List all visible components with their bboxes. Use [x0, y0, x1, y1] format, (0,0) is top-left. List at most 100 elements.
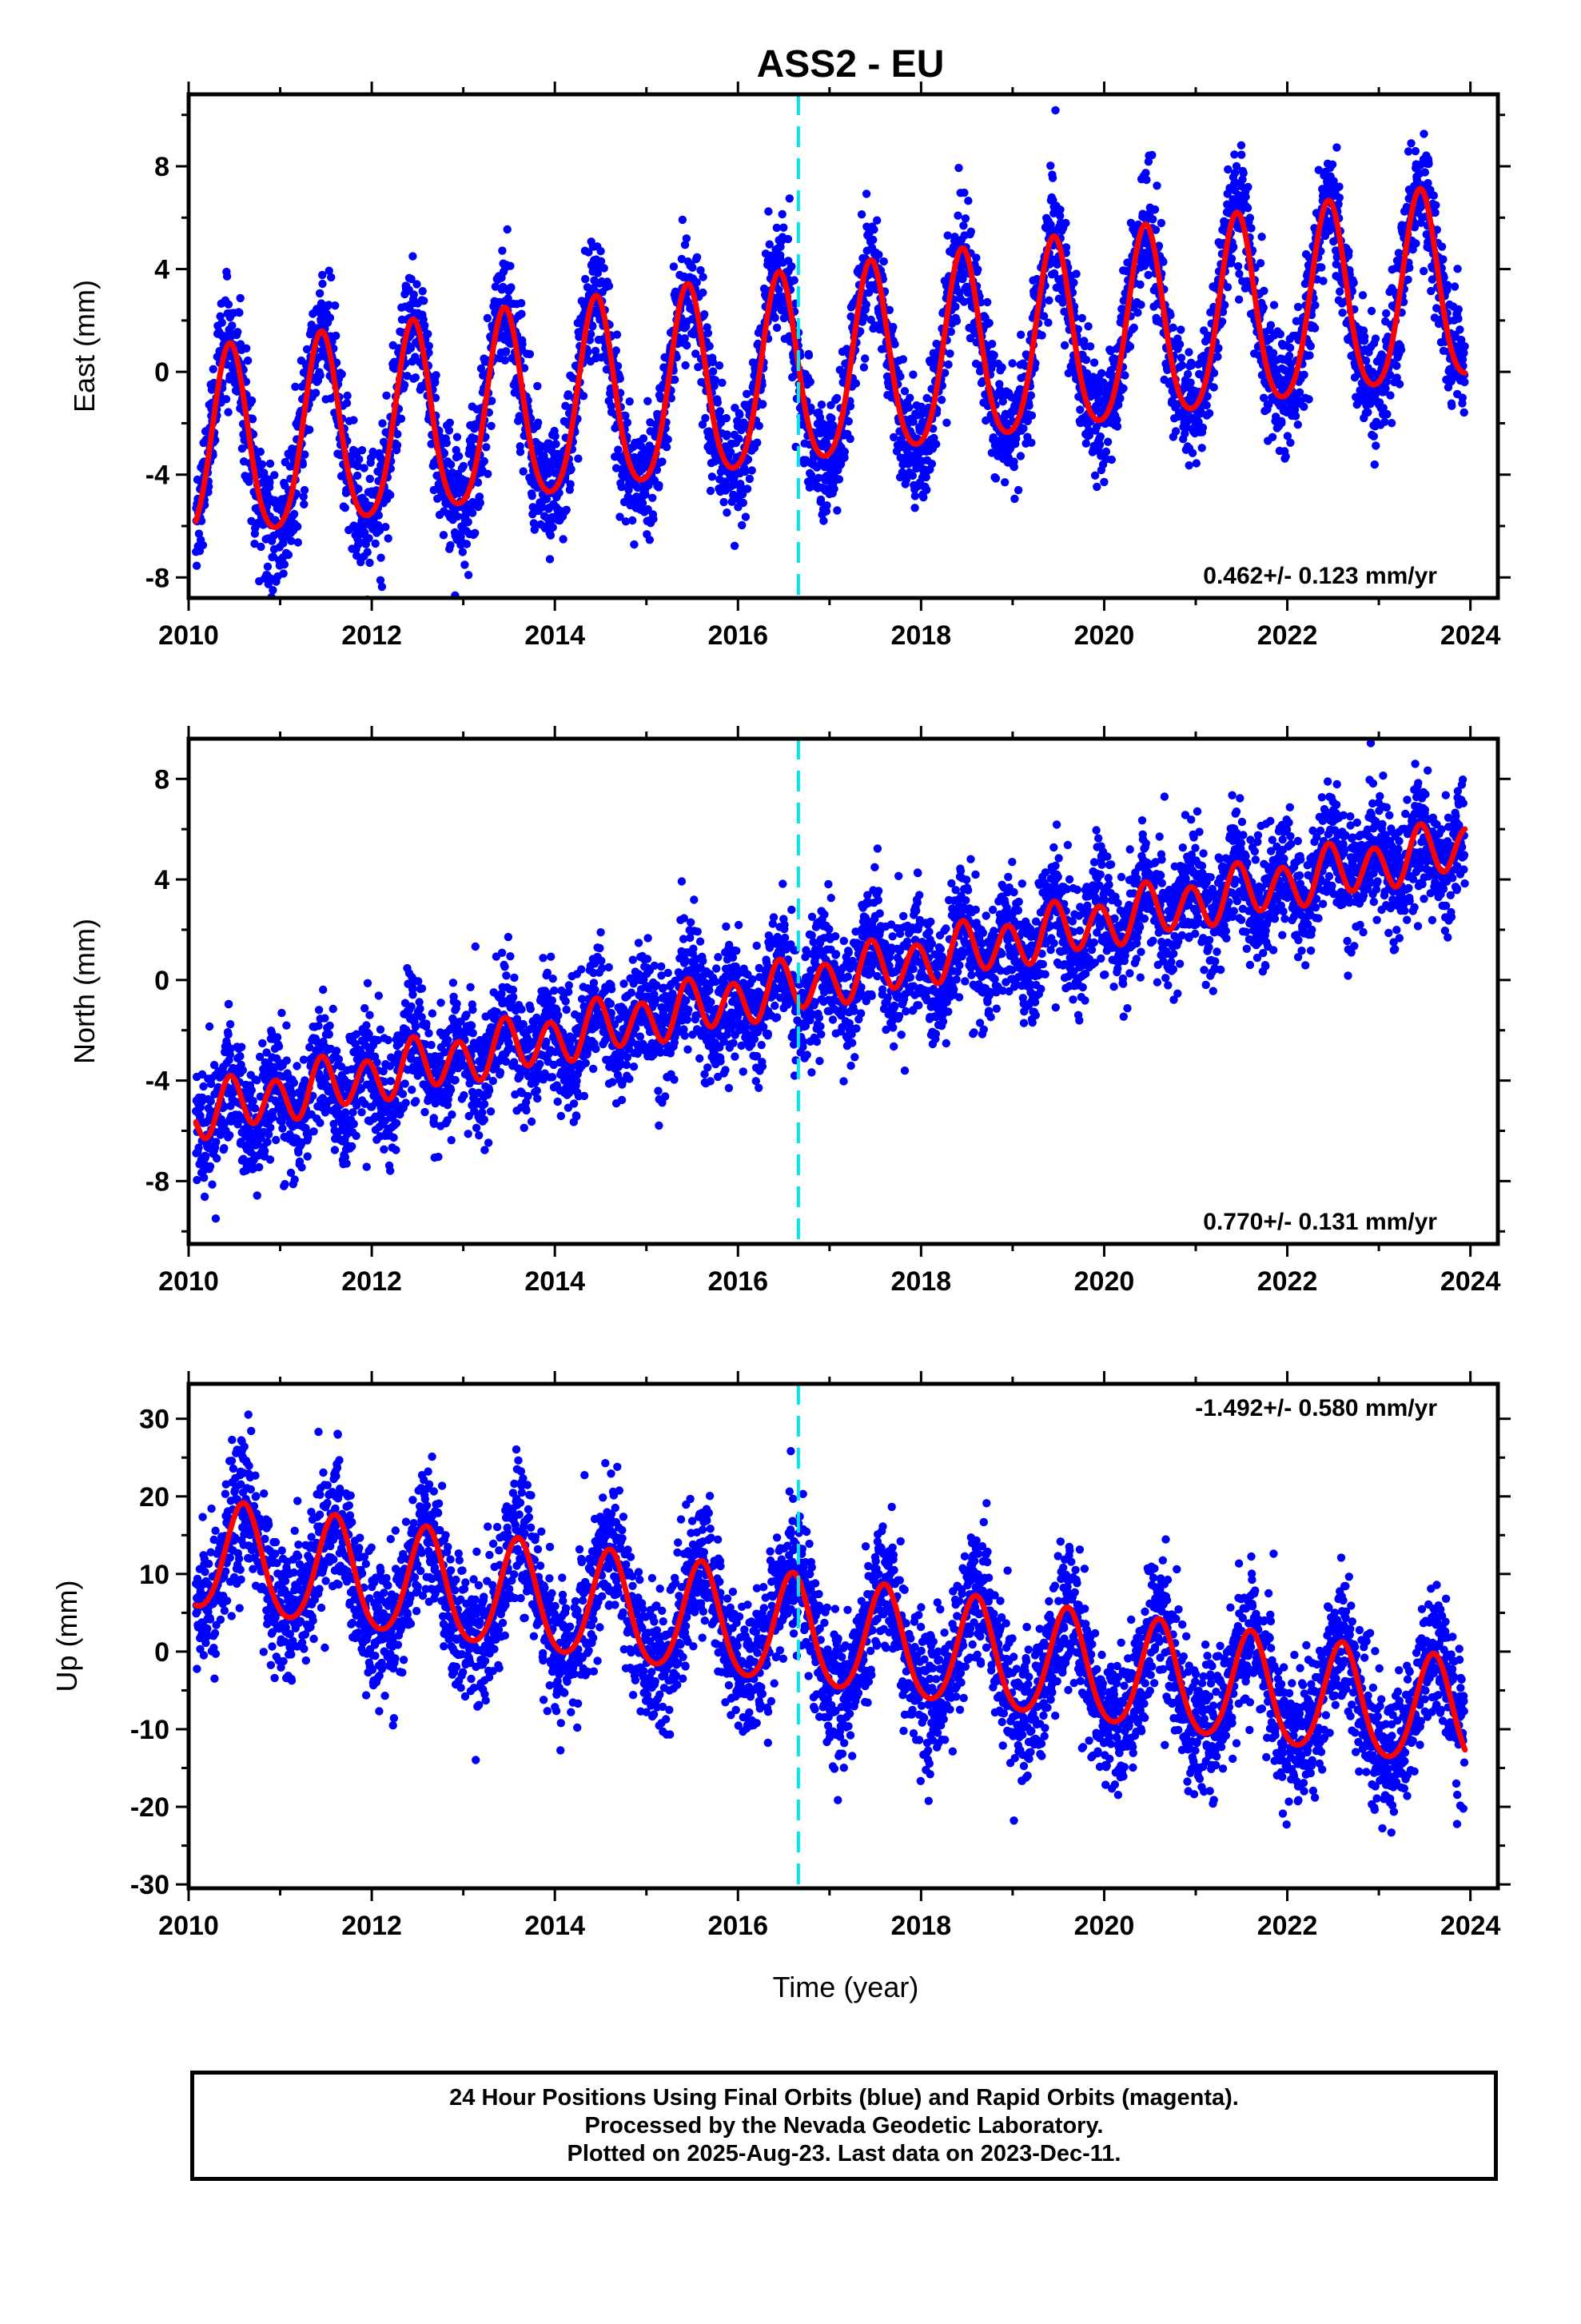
position-point — [1108, 456, 1116, 464]
position-point — [1113, 422, 1121, 430]
position-point — [1133, 309, 1141, 317]
position-point — [612, 346, 620, 354]
position-point — [990, 351, 998, 359]
position-point — [1144, 271, 1152, 279]
position-point — [942, 419, 950, 427]
position-point — [1148, 151, 1156, 159]
position-point — [1119, 385, 1127, 393]
position-point — [528, 492, 536, 500]
position-point — [1359, 291, 1367, 299]
position-point — [225, 301, 233, 309]
position-point — [1185, 348, 1193, 356]
position-point — [366, 475, 374, 483]
position-point — [201, 1153, 209, 1161]
position-point — [285, 551, 293, 559]
position-point — [1202, 401, 1210, 409]
position-point — [670, 262, 678, 270]
position-point — [412, 373, 420, 381]
position-point — [919, 493, 927, 501]
position-point — [639, 434, 647, 442]
position-point — [266, 460, 274, 468]
position-point — [646, 536, 654, 544]
position-point — [1037, 331, 1045, 339]
position-point — [830, 484, 838, 492]
position-point — [846, 435, 854, 443]
position-point — [911, 492, 919, 500]
position-point — [946, 349, 954, 357]
position-point — [1096, 440, 1104, 448]
position-point — [446, 541, 454, 549]
position-point — [709, 367, 717, 375]
position-point — [1407, 139, 1415, 147]
position-point — [507, 283, 515, 291]
position-point — [889, 323, 897, 331]
position-point — [209, 365, 217, 373]
position-point — [293, 523, 301, 531]
position-point — [1282, 452, 1290, 460]
position-point — [870, 225, 878, 233]
position-point — [1453, 265, 1461, 273]
position-point — [193, 1176, 201, 1184]
position-point — [199, 541, 207, 549]
position-point — [464, 518, 472, 526]
position-point — [1460, 378, 1468, 386]
position-point — [1157, 219, 1165, 227]
position-point — [1430, 191, 1438, 199]
position-point — [630, 540, 638, 548]
position-point — [381, 523, 389, 531]
position-point — [1397, 345, 1405, 353]
position-point — [397, 415, 405, 423]
position-point — [248, 397, 256, 405]
position-point — [1300, 403, 1308, 411]
position-point — [960, 189, 968, 197]
position-point — [613, 330, 621, 338]
position-point — [376, 554, 384, 562]
position-point — [841, 448, 849, 456]
position-point — [600, 264, 608, 272]
position-point — [880, 257, 888, 265]
position-point — [517, 310, 525, 318]
position-point — [206, 1162, 214, 1170]
position-point — [1234, 262, 1242, 270]
position-point — [445, 426, 453, 434]
position-point — [1027, 439, 1035, 447]
position-point — [365, 559, 373, 567]
position-point — [1386, 391, 1394, 399]
position-points — [192, 106, 1469, 630]
position-point — [616, 374, 624, 382]
position-point — [1210, 383, 1218, 391]
plot-area — [192, 739, 1469, 1222]
position-point — [928, 460, 936, 468]
position-point — [1371, 460, 1379, 468]
position-point — [1336, 288, 1344, 296]
position-point — [1091, 472, 1099, 480]
position-point — [460, 462, 468, 470]
position-point — [852, 379, 860, 387]
position-point — [1311, 301, 1319, 309]
position-point — [664, 436, 672, 444]
position-point — [1270, 301, 1278, 309]
position-point — [748, 466, 756, 474]
position-point — [714, 398, 722, 406]
position-point — [257, 543, 265, 551]
position-point — [1460, 342, 1468, 350]
position-point — [818, 401, 826, 409]
position-point — [1044, 318, 1052, 326]
position-point — [332, 332, 340, 340]
position-point — [951, 303, 959, 311]
position-point — [559, 535, 567, 543]
position-point — [1224, 283, 1232, 291]
position-point — [267, 604, 275, 612]
position-point — [723, 430, 731, 438]
position-point — [226, 1020, 234, 1028]
position-point — [480, 457, 488, 465]
position-point — [468, 508, 476, 516]
position-point — [764, 207, 772, 215]
position-point — [683, 341, 691, 349]
position-point — [663, 443, 671, 451]
position-point — [954, 212, 962, 220]
position-point — [899, 355, 907, 363]
position-point — [701, 414, 709, 422]
